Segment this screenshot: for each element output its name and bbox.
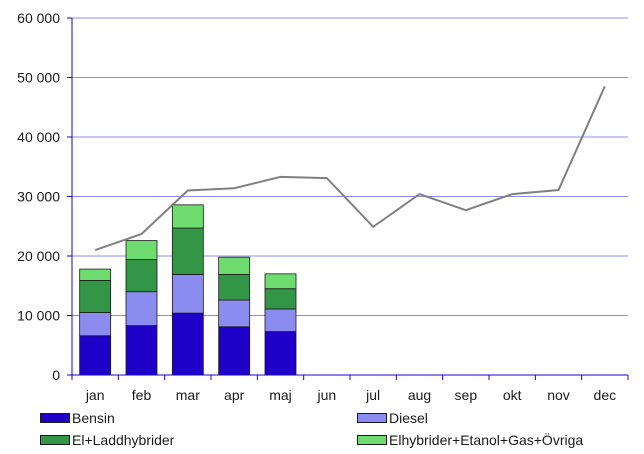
axes [67, 17, 629, 380]
legend-item-el-laddhybrider: El+Laddhybrider [40, 432, 174, 448]
x-tick-label: feb [132, 387, 152, 403]
bar-segment [264, 308, 297, 332]
chart: 0 10 000 20 000 30 000 40 000 50 000 60 000 ja… [17, 10, 629, 403]
bar-segment [264, 288, 297, 310]
legend-label-diesel: Diesel [389, 410, 428, 426]
bar-segment [264, 331, 297, 376]
bar-segment [125, 259, 158, 293]
bar-segment [264, 273, 297, 290]
bar-segment [79, 279, 112, 313]
y-tick-label: 0 [52, 367, 60, 383]
bar-segment [79, 312, 112, 337]
grid-lines [72, 17, 628, 316]
total-line-path [94, 85, 606, 252]
y-tick-label: 50 000 [17, 70, 60, 86]
legend-label-elhybrider-ovriga: Elhybrider+Etanol+Gas+Övriga [389, 432, 584, 448]
y-tick-labels: 0 10 000 20 000 30 000 40 000 50 000 60 000 [17, 10, 60, 383]
legend-label-el-laddhybrider: El+Laddhybrider [72, 432, 175, 448]
legend-item-bensin: Bensin [40, 410, 115, 426]
bar-segment [171, 227, 204, 275]
legend-swatch-el-laddhybrider [40, 435, 70, 445]
x-tick-label: jan [85, 387, 105, 403]
total-line [94, 85, 606, 252]
legend-item-elhybrider-ovriga: Elhybrider+Etanol+Gas+Övriga [357, 432, 583, 448]
y-tick-label: 10 000 [17, 308, 60, 324]
x-tick-labels: jan feb mar apr maj jun jul aug sep okt nov dec [85, 387, 616, 403]
bar-segment [125, 325, 158, 376]
x-tick-label: apr [224, 387, 245, 403]
bar-segment [171, 312, 204, 376]
bar-segment [79, 268, 112, 281]
bar-segment [171, 274, 204, 314]
legend-label-bensin: Bensin [72, 410, 115, 426]
y-tick-label: 30 000 [17, 189, 60, 205]
legend-item-diesel: Diesel [357, 410, 428, 426]
x-tick-label: maj [269, 387, 292, 403]
legend-swatch-diesel [357, 413, 387, 423]
bar-segment [218, 274, 251, 301]
y-tick-label: 60 000 [17, 10, 60, 26]
legend-swatch-elhybrider-ovriga [357, 435, 387, 445]
x-tick-label: jun [316, 387, 336, 403]
legend: Bensin Diesel El+Laddhybrider Elhybrider… [0, 404, 644, 454]
x-tick-label: nov [547, 387, 570, 403]
x-tick-label: jul [365, 387, 380, 403]
bar-segment [79, 335, 112, 376]
x-tick-label: okt [503, 387, 522, 403]
bars [79, 204, 297, 376]
y-tick-label: 40 000 [17, 129, 60, 145]
bar-segment [218, 256, 251, 275]
bar-segment [218, 326, 251, 376]
bar-segment [171, 204, 204, 229]
bar-segment [125, 291, 158, 327]
x-tick-label: aug [408, 387, 431, 403]
x-tick-label: mar [176, 387, 200, 403]
x-tick-label: dec [594, 387, 617, 403]
bar-segment [125, 240, 158, 260]
legend-swatch-bensin [40, 413, 70, 423]
y-tick-label: 20 000 [17, 248, 60, 264]
bar-segment [218, 299, 251, 328]
x-tick-label: sep [455, 387, 478, 403]
